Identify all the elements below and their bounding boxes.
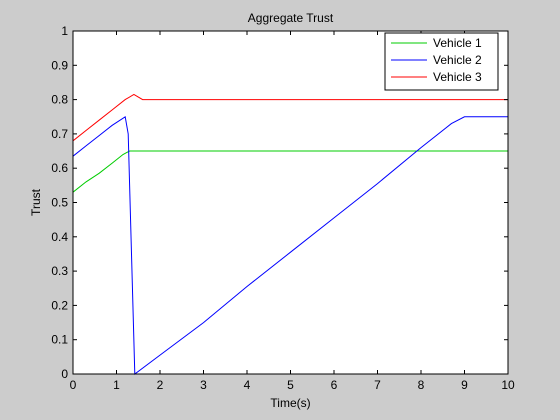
- series-layer: [72, 93, 508, 375]
- x-axis-label: Time(s): [270, 396, 310, 410]
- y-tick-label: 0.2: [51, 298, 68, 312]
- x-tick-label: 1: [113, 378, 120, 392]
- x-tick-label: 9: [461, 378, 468, 392]
- y-tick-label: 0.9: [51, 58, 68, 72]
- legend-label-1: Vehicle 1: [433, 36, 482, 50]
- series-line-2: [72, 115, 508, 375]
- y-tick-label: 0.6: [51, 161, 68, 175]
- y-tick-label: 0: [61, 367, 68, 381]
- x-tick-label: 6: [331, 378, 338, 392]
- x-tick-label: 8: [418, 378, 425, 392]
- y-axis-label: Trust: [29, 188, 43, 216]
- y-tick-label: 0.7: [51, 127, 68, 141]
- x-tick-label: 0: [70, 378, 77, 392]
- y-tick-label: 0.1: [51, 333, 68, 347]
- legend: Vehicle 1 Vehicle 2 Vehicle 3: [384, 32, 499, 91]
- x-tick-label: 4: [244, 378, 251, 392]
- x-tick-label: 2: [157, 378, 164, 392]
- x-tick-label: 10: [501, 378, 515, 392]
- y-tick-label: 0.5: [51, 196, 68, 210]
- series-line-3: [72, 93, 508, 142]
- y-tick-label: 0.3: [51, 264, 68, 278]
- series-line-1: [72, 150, 508, 193]
- tick-layer: 0 1 2 3 4 5 6 7 8 9 10 0 0.1 0.2 0.3 0.4 0.5 0.6 0.7 0.8 0.9…: [51, 24, 515, 392]
- y-tick-label: 1: [61, 24, 68, 38]
- chart-title: Aggregate Trust: [248, 11, 334, 25]
- legend-label-3: Vehicle 3: [433, 70, 482, 84]
- legend-label-2: Vehicle 2: [433, 53, 482, 67]
- x-tick-label: 3: [200, 378, 207, 392]
- y-tick-label: 0.4: [51, 230, 68, 244]
- x-tick-label: 7: [374, 378, 381, 392]
- y-tick-label: 0.8: [51, 93, 68, 107]
- x-tick-label: 5: [287, 378, 294, 392]
